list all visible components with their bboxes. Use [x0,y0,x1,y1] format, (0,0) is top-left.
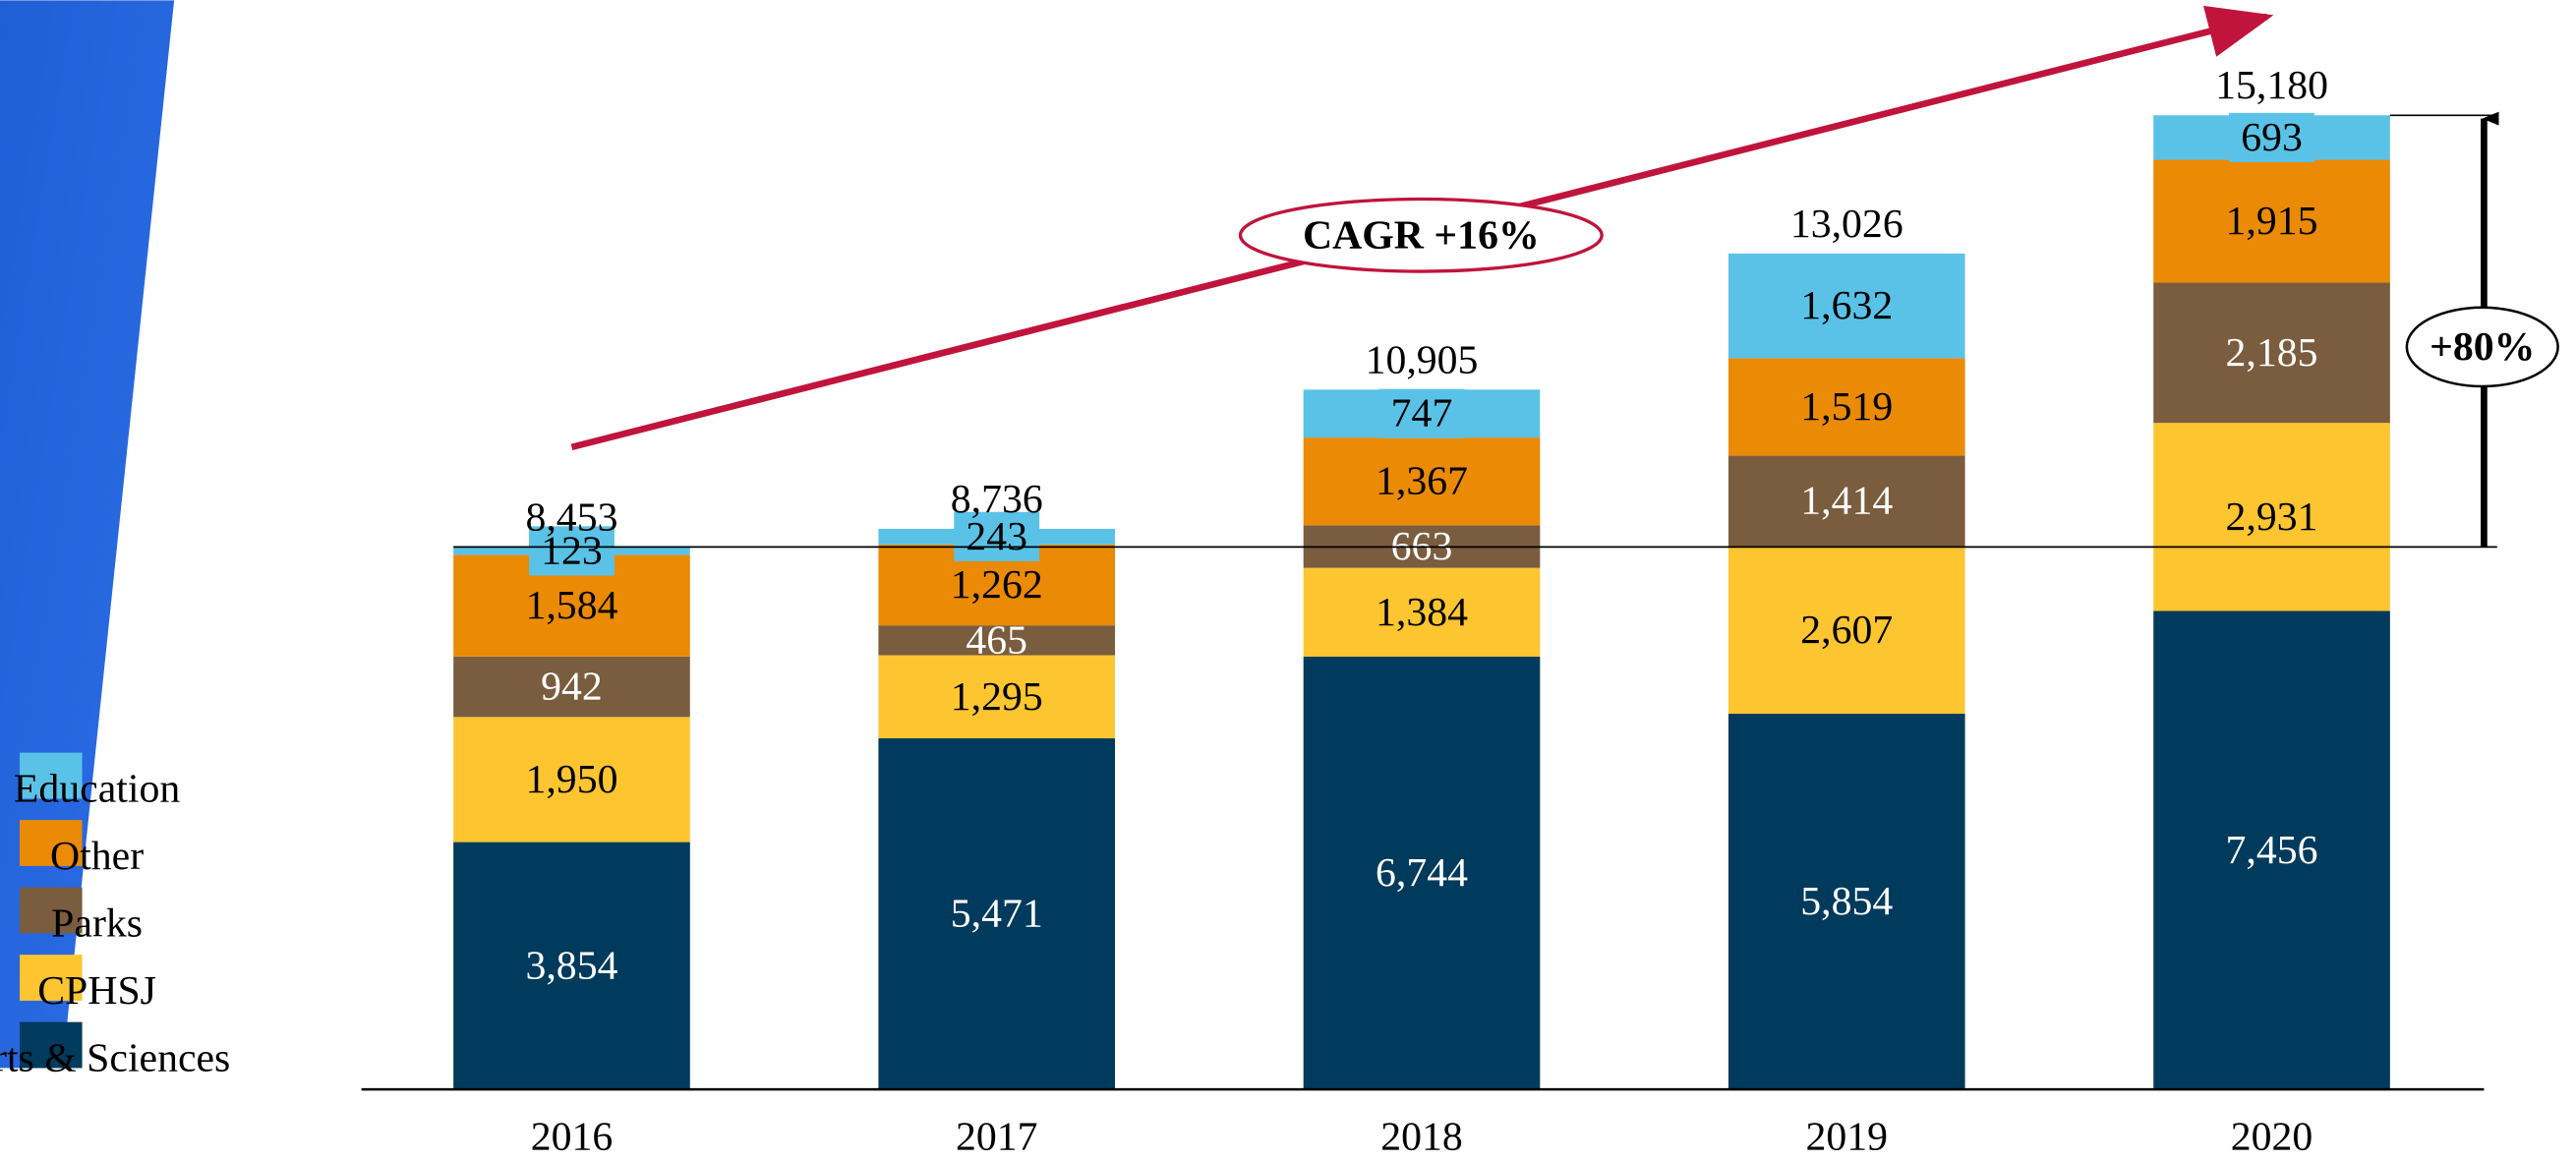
data-label: 942 [541,665,603,710]
data-label: 1,950 [525,757,617,802]
annotation-bubble [2405,306,2559,388]
bar-segment [453,842,690,1090]
data-label: 1,632 [1800,283,1893,328]
legend-label: Arts & Sciences [0,1035,230,1080]
label-box [2229,112,2314,162]
legend-swatch [20,887,83,934]
data-label: 123 [541,528,603,573]
bar-segment [453,656,690,718]
legend-swatch [20,752,83,799]
bar-segment [1303,437,1541,526]
legend-swatch [20,820,83,866]
bar-segment [878,738,1116,1090]
bar-segment [1303,656,1541,1090]
x-tick-label: 2017 [956,1115,1038,1160]
bar-segment [1727,455,1965,547]
bar-segment [1727,546,1965,715]
bar-segment [2153,282,2390,424]
data-label: 1,367 [1376,459,1468,504]
data-label: 6,744 [1376,850,1468,896]
x-tick-label: 2016 [531,1115,614,1160]
label-box [1378,388,1465,438]
legend-swatch [20,1021,83,1069]
x-tick-label: 2019 [1806,1115,1889,1160]
data-label: 3,854 [525,943,617,988]
bar-segment [1727,358,1965,456]
data-label: 5,471 [951,892,1043,937]
bar-segment [2153,159,2390,283]
legend-label: CPHSJ [37,968,156,1014]
annotation: CAGR +16% [1303,212,1540,258]
total-label: 8,453 [525,494,617,540]
data-label: 1,584 [525,583,617,628]
legend-label: Parks [51,901,143,946]
data-label: 693 [2241,115,2303,160]
label-box [954,511,1040,561]
bar-segment [878,625,1116,656]
data-label: 2,185 [2226,330,2318,376]
annotation: +80% [2430,324,2535,370]
bar-segment [2153,423,2390,611]
x-tick-label: 2018 [1380,1115,1463,1160]
bar-segment [2153,610,2390,1090]
data-label: 243 [966,514,1027,559]
legend-label: Education [14,766,180,811]
label-box [529,526,615,576]
data-label: 1,295 [951,674,1043,720]
bar-segment [453,717,690,842]
total-label: 15,180 [2215,63,2328,108]
x-tick-label: 2020 [2231,1115,2313,1160]
bar-segment [1727,714,1965,1090]
decoration [0,0,175,1069]
total-label: 13,026 [1790,202,1903,247]
data-label: 1,519 [1800,384,1893,430]
data-label: 1,384 [1376,590,1468,635]
total-label: 10,905 [1366,337,1479,382]
data-label: 7,456 [2226,828,2318,873]
data-label: 1,414 [1800,479,1893,524]
label-box [1803,281,1890,331]
data-label: 2,931 [2226,494,2318,540]
annotation-bubble [1238,197,1604,273]
data-label: 1,915 [2226,199,2318,244]
data-label: 747 [1391,391,1453,436]
legend-swatch [20,955,83,1001]
legend-label: Other [50,834,144,879]
bar-segment [1303,567,1541,657]
data-label: 1,262 [951,562,1043,608]
data-label: 2,607 [1800,608,1893,653]
total-label: 8,736 [951,477,1043,522]
bar-segment [878,655,1116,739]
data-label: 5,854 [1800,879,1893,924]
